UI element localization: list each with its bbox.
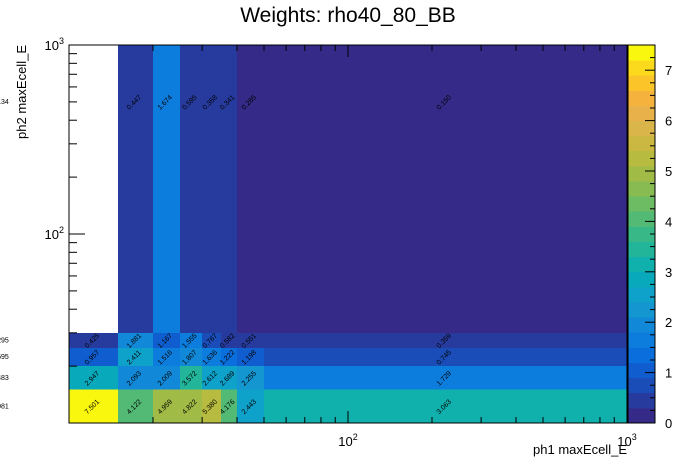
palette-swatch — [628, 332, 655, 348]
heatmap-cell — [202, 347, 221, 367]
heatmap-cell — [202, 45, 221, 333]
cell-value-label: 0.134 — [0, 99, 9, 106]
heatmap-cell — [118, 366, 153, 390]
palette-swatch — [628, 347, 655, 363]
palette-swatch — [628, 135, 655, 152]
heatmap-cell — [118, 332, 153, 348]
heatmap-cell — [220, 347, 237, 367]
heatmap-cell — [264, 332, 627, 348]
heatmap-cell — [69, 366, 119, 390]
palette-swatch — [628, 211, 655, 227]
heatmap-cell — [202, 366, 221, 390]
heatmap-cell — [152, 347, 181, 367]
cell-value-label: 1.483 — [0, 375, 9, 382]
heatmap-cell — [220, 332, 237, 348]
cell-value-label: 0.595 — [0, 354, 9, 361]
x-tick-label: 103 — [617, 432, 636, 449]
cell-value-label: 1.981 — [0, 403, 9, 410]
heatmap-cell — [236, 347, 265, 367]
cell-value-label: 0.295 — [0, 337, 9, 344]
palette-swatch — [628, 60, 655, 76]
palette-tick-label: 3 — [665, 265, 672, 280]
heatmap-cell — [180, 389, 203, 423]
palette-tick-label: 1 — [665, 366, 672, 381]
palette-swatch — [628, 226, 655, 242]
palette-swatch — [628, 45, 655, 61]
palette-swatch — [628, 407, 655, 424]
palette-swatch — [628, 196, 655, 212]
palette-tick-label: 5 — [665, 164, 672, 179]
palette-swatch — [628, 271, 655, 288]
heatmap-cell — [220, 45, 237, 333]
palette-tick-label: 2 — [665, 315, 672, 330]
palette-swatch — [628, 392, 655, 409]
y-axis: 102 103 — [45, 36, 85, 367]
heatmap-cells — [69, 45, 627, 423]
heatmap-cell — [118, 389, 153, 423]
palette-swatch — [628, 377, 655, 394]
x-axis-title: ph1 maxEcell_E — [533, 442, 627, 457]
heatmap-cell — [180, 45, 203, 333]
palette-tick-label: 0 — [665, 416, 672, 431]
palette-tick-label: 7 — [665, 63, 672, 78]
chart-title: Weights: rho40_80_BB — [240, 4, 456, 27]
palette-swatch — [628, 120, 655, 137]
heatmap-cell — [220, 389, 237, 423]
heatmap-cell — [69, 332, 119, 348]
palette-tick-label: 6 — [665, 114, 672, 129]
heatmap-cell — [264, 389, 627, 423]
palette-swatch — [628, 362, 655, 379]
palette-swatch — [628, 150, 655, 167]
palette-swatch — [628, 165, 655, 182]
heatmap-cell — [236, 389, 265, 423]
palette-swatch — [628, 256, 655, 273]
heatmap-cell — [236, 332, 265, 348]
palette-swatch — [628, 286, 655, 303]
heatmap-cell — [69, 389, 119, 423]
heatmap-cell — [152, 45, 181, 333]
heatmap-cell — [118, 45, 153, 333]
y-tick-label: 102 — [45, 225, 64, 242]
y-tick-label: 103 — [45, 36, 64, 53]
heatmap-cell — [152, 366, 181, 390]
heatmap-cell — [236, 366, 265, 390]
heatmap-cell — [202, 389, 221, 423]
palette-swatch — [628, 105, 655, 121]
x-axis: 102 103 — [152, 45, 637, 449]
palette-tick-label: 4 — [665, 214, 672, 229]
palette-swatch — [628, 181, 655, 197]
heatmap-cell — [180, 347, 203, 367]
heatmap-cell — [152, 332, 181, 348]
palette-swatch — [628, 241, 655, 258]
palette-swatch — [628, 90, 655, 106]
heatmap-cell — [264, 366, 627, 390]
heatmap-cell — [180, 366, 203, 390]
heatmap-cell — [264, 347, 627, 367]
heatmap-cell — [69, 347, 119, 367]
x-tick-label: 102 — [338, 432, 357, 449]
palette-swatch — [628, 302, 655, 318]
heatmap-cell — [180, 332, 203, 348]
heatmap-cell — [264, 45, 627, 333]
heatmap-cell — [236, 45, 265, 333]
y-axis-title: ph2 maxEcell_E — [14, 45, 29, 139]
heatmap-cell — [202, 332, 221, 348]
color-scale: 0 1 2 3 4 5 6 7 — [627, 44, 672, 431]
heatmap-cell — [152, 389, 181, 423]
heatmap-cell — [118, 347, 153, 367]
palette-swatch — [628, 317, 655, 333]
heatmap-cell — [220, 366, 237, 390]
palette-swatch — [628, 75, 655, 91]
